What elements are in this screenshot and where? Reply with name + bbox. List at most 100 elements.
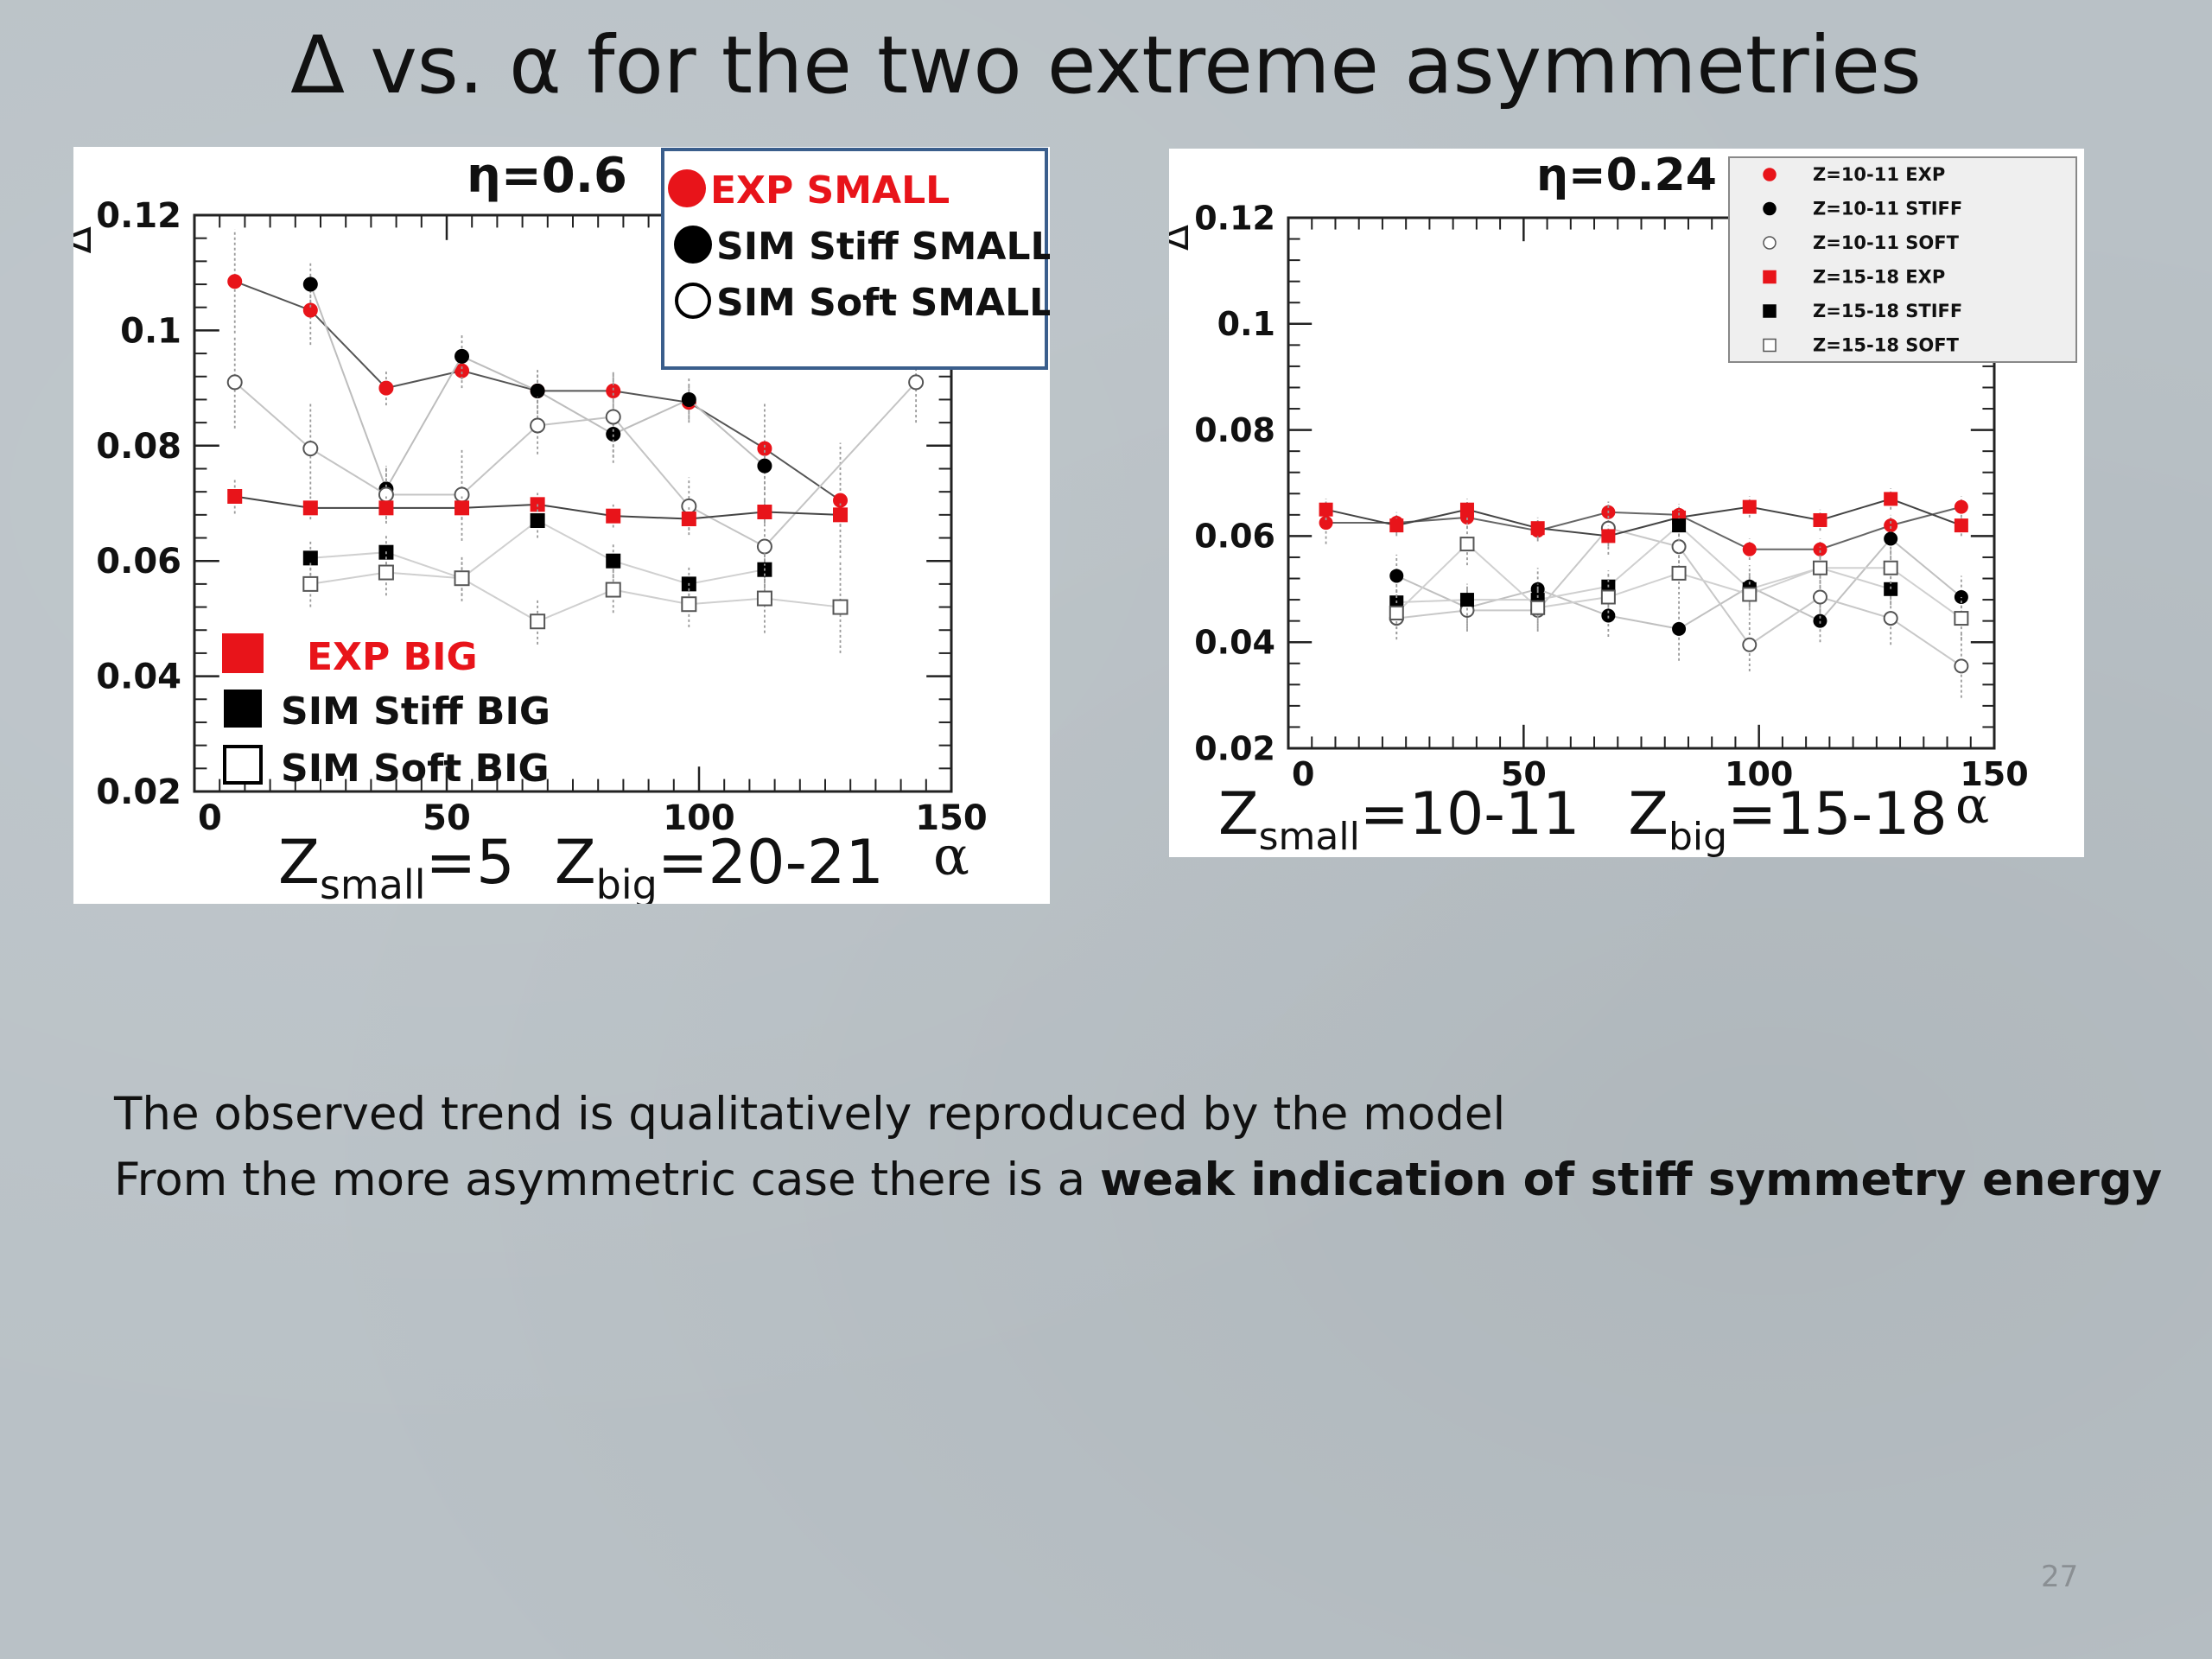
data-point: [1459, 502, 1474, 517]
data-point: [832, 599, 849, 615]
chart-panel-right: 0.02 0.04 0.06 0.08 0.1 0.12 0 50 100 150 Δ η=0.2…: [1169, 149, 2084, 857]
y-tick-label: 0.04: [1194, 624, 1275, 662]
data-point: [1883, 611, 1898, 626]
data-point: [681, 596, 697, 613]
legend-marker-sim-stiff-small: [674, 226, 712, 264]
data-point: [1742, 637, 1758, 652]
legend-label-z-15-18-stiff: Z=15-18 STIFF: [1813, 301, 1962, 321]
data-point: [1812, 560, 1827, 575]
data-point: [1883, 560, 1898, 575]
data-point: [530, 417, 546, 434]
data-point: [1459, 593, 1474, 607]
data-point: [302, 276, 318, 292]
data-point: [454, 570, 470, 587]
y-tick-label: 0.02: [1194, 729, 1275, 767]
data-point: [1530, 521, 1545, 536]
data-point: [378, 564, 394, 581]
y-tick-label: 0.12: [96, 196, 181, 236]
data-point: [1601, 608, 1616, 623]
data-point: [1742, 542, 1757, 556]
body-line-1: The observed trend is qualitatively repr…: [114, 1088, 1506, 1141]
data-point: [530, 513, 545, 529]
data-point: [1812, 589, 1827, 605]
page-number: 27: [2041, 1560, 2079, 1594]
data-point: [1884, 531, 1898, 546]
y-tick-label: 0.08: [1194, 411, 1275, 449]
legend-label-z-10-11-stiff: Z=10-11 STIFF: [1813, 199, 1962, 219]
series-line: [1325, 498, 1962, 537]
data-point: [1389, 605, 1404, 620]
data-point: [757, 458, 772, 474]
series-sim-soft-big: [302, 549, 849, 653]
data-point: [606, 553, 621, 569]
chart-title-eta: η=0.24: [1536, 149, 1717, 201]
series-sim-soft-small: [226, 336, 925, 605]
data-point: [1884, 492, 1898, 506]
y-tick-label: 0.1: [120, 311, 181, 351]
legend-marker-exp-small: [668, 169, 706, 207]
legend-label-z-10-11-exp: Z=10-11 EXP: [1813, 164, 1945, 185]
data-point: [1813, 542, 1827, 556]
data-point: [833, 493, 849, 508]
data-point: [1389, 569, 1404, 583]
data-point: [1813, 613, 1827, 628]
chart-right-svg: 0.02 0.04 0.06 0.08 0.1 0.12 0 50 100 150 Δ η=0.2…: [1169, 149, 2077, 857]
legend-marker-sim-soft-big: [223, 745, 263, 785]
legend-marker-z-15-18-soft: [1763, 338, 1777, 353]
data-point: [454, 486, 470, 503]
data-point: [606, 383, 621, 398]
z-annotation: Zsmall=5 Zbig=20-21: [278, 827, 884, 904]
legend-marker-z-15-18-stiff: [1763, 304, 1777, 318]
data-point: [756, 538, 772, 555]
x-tick-label: 0: [198, 798, 222, 838]
data-point: [302, 302, 318, 318]
data-point: [1530, 600, 1546, 615]
data-point: [378, 500, 394, 516]
data-point: [1742, 587, 1758, 602]
data-point: [833, 507, 849, 523]
data-point: [605, 582, 621, 598]
x-tick-label: 150: [915, 798, 988, 838]
data-point: [1742, 499, 1757, 514]
chart-panel-left: 0.02 0.04 0.06 0.08 0.1 0.12 0 50 100 150 Δ η=0.6…: [73, 147, 1050, 904]
data-point: [1884, 518, 1898, 533]
legend-label-sim-soft-small: SIM Soft SMALL: [716, 281, 1050, 325]
data-point: [1954, 499, 1968, 514]
legend-marker-z-10-11-soft: [1763, 236, 1777, 250]
y-tick-label: 0.02: [96, 772, 181, 812]
data-point: [227, 274, 243, 289]
slide-body-text: The observed trend is qualitatively repr…: [114, 1082, 2162, 1213]
data-point: [757, 505, 772, 520]
data-point: [1672, 621, 1687, 636]
legend-label-z-15-18-exp: Z=15-18 EXP: [1813, 267, 1945, 288]
data-point: [1389, 518, 1404, 533]
x-tick-label: 100: [1725, 755, 1793, 793]
x-tick-label: 150: [1960, 755, 2028, 793]
data-point: [1671, 565, 1687, 581]
y-tick-label: 0.08: [96, 427, 181, 467]
legend-label-z-10-11-soft: Z=10-11 SOFT: [1813, 232, 1960, 253]
chart-left-svg: 0.02 0.04 0.06 0.08 0.1 0.12 0 50 100 150 Δ η=0.6…: [73, 148, 1050, 904]
legend-small: EXP SMALL SIM Stiff SMALL SIM Soft SMALL: [661, 148, 1050, 370]
legend-label-exp-big: EXP BIG: [307, 635, 478, 679]
data-point: [1954, 518, 1968, 533]
y-tick-label: 0.1: [1217, 305, 1275, 343]
y-tick-label: 0.06: [1194, 518, 1275, 556]
legend-label-sim-stiff-small: SIM Stiff SMALL: [716, 225, 1050, 269]
legend-marker-z-10-11-stiff: [1763, 201, 1777, 216]
data-point: [530, 613, 546, 630]
data-point: [681, 498, 697, 514]
data-point: [1600, 589, 1616, 605]
data-point: [226, 374, 243, 391]
x-axis-label: α: [1955, 776, 1989, 835]
data-point: [378, 486, 394, 503]
data-point: [530, 383, 545, 398]
data-point: [1954, 611, 1969, 626]
slide-title: Δ vs. α for the two extreme asymmetries: [290, 19, 1922, 111]
data-point: [1601, 529, 1616, 543]
data-point: [756, 590, 772, 607]
y-tick-label: 0.04: [96, 658, 181, 697]
body-line-2: From the more asymmetric case there is a…: [114, 1147, 2162, 1213]
series-line: [1325, 505, 1962, 550]
z-annotation: Zsmall=10-11 Zbig=15-18: [1218, 780, 1948, 857]
